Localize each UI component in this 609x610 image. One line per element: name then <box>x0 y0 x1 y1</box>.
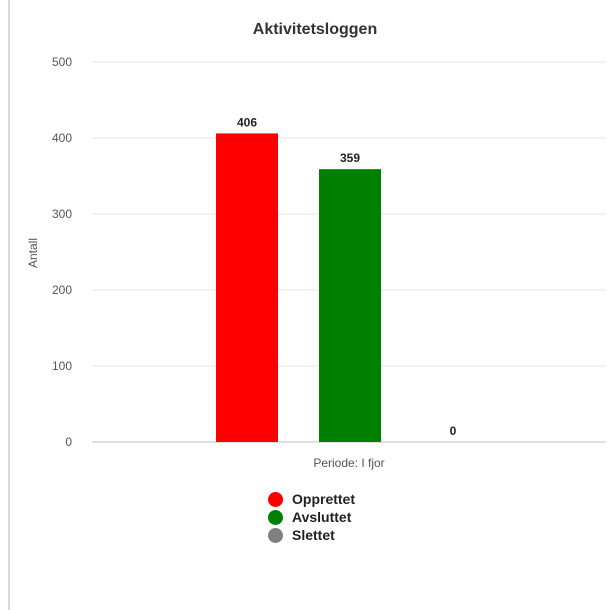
legend-label: Avsluttet <box>292 509 352 525</box>
y-tick-label: 400 <box>52 131 72 145</box>
bar-avsluttet[interactable] <box>319 169 381 442</box>
legend-marker <box>268 509 283 525</box>
chart-title: Aktivitetsloggen <box>253 21 377 38</box>
legend-marker <box>268 527 283 543</box>
legend-item-avsluttet[interactable]: Avsluttet <box>268 508 355 526</box>
data-labels: 406 359 0 <box>237 115 457 438</box>
legend-label: Opprettet <box>292 491 355 507</box>
y-tick-label: 200 <box>52 283 72 297</box>
bar-opprettet[interactable] <box>216 133 278 442</box>
y-tick-label: 500 <box>52 55 72 69</box>
y-tick-label: 300 <box>52 207 72 221</box>
y-tick-label: 0 <box>65 435 72 449</box>
legend-item-slettet[interactable]: Slettet <box>268 526 355 544</box>
data-label-slettet: 0 <box>450 424 457 438</box>
data-label-avsluttet: 359 <box>340 151 360 165</box>
y-axis-ticks: 0 100 200 300 400 500 <box>52 55 72 449</box>
bar-chart: Aktivitetsloggen 0 100 200 300 400 500 Antall… <box>26 21 606 470</box>
x-axis-title: Periode: I fjor <box>313 456 384 470</box>
legend-marker <box>268 491 283 507</box>
left-border <box>8 0 10 610</box>
y-axis-title: Antall <box>26 238 40 268</box>
legend-item-opprettet[interactable]: Opprettet <box>268 490 355 508</box>
bars <box>216 133 381 442</box>
legend-label: Slettet <box>292 527 335 543</box>
y-tick-label: 100 <box>52 359 72 373</box>
data-label-opprettet: 406 <box>237 115 257 129</box>
legend: Opprettet Avsluttet Slettet <box>268 490 355 544</box>
